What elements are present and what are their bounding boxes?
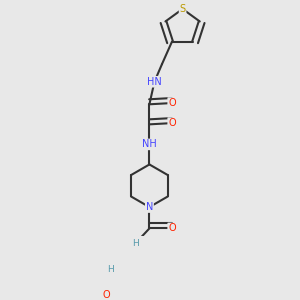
Text: O: O — [103, 290, 110, 300]
Text: N: N — [146, 202, 153, 212]
Text: H: H — [107, 265, 114, 274]
Text: H: H — [132, 239, 139, 248]
Text: O: O — [168, 118, 176, 128]
Text: O: O — [168, 224, 176, 233]
Text: HN: HN — [147, 77, 162, 87]
Text: NH: NH — [142, 140, 157, 149]
Text: S: S — [179, 4, 186, 14]
Text: O: O — [168, 98, 176, 108]
